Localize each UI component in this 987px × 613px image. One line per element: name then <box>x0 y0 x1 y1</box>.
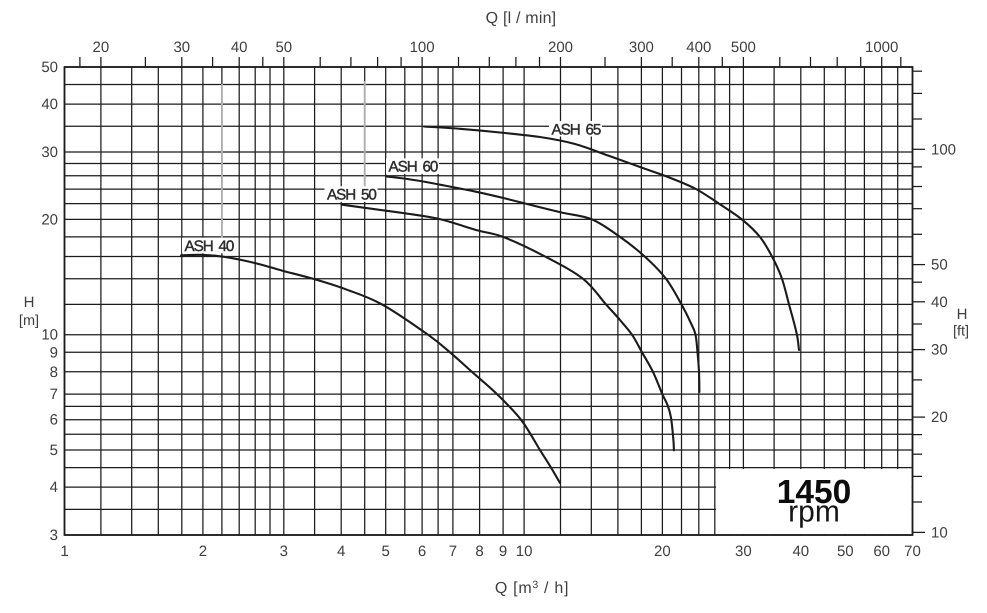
svg-text:9: 9 <box>50 344 58 361</box>
svg-text:10: 10 <box>931 524 948 541</box>
svg-text:20: 20 <box>93 39 110 56</box>
svg-text:40: 40 <box>231 39 248 56</box>
svg-text:400: 400 <box>686 39 711 56</box>
svg-text:10: 10 <box>516 543 533 560</box>
svg-text:H: H <box>24 294 35 311</box>
svg-text:Q [m3 / h]: Q [m3 / h] <box>495 579 569 597</box>
svg-text:1000: 1000 <box>865 39 898 56</box>
svg-text:30: 30 <box>735 543 752 560</box>
svg-text:20: 20 <box>654 543 671 560</box>
svg-text:4: 4 <box>337 543 345 560</box>
svg-text:6: 6 <box>418 543 426 560</box>
svg-text:3: 3 <box>280 543 288 560</box>
svg-text:100: 100 <box>931 141 956 158</box>
svg-text:200: 200 <box>548 39 573 56</box>
svg-text:4: 4 <box>50 479 58 496</box>
svg-text:Q [l / min]: Q [l / min] <box>486 10 557 27</box>
svg-text:[ft]: [ft] <box>953 324 969 340</box>
svg-text:30: 30 <box>41 144 58 161</box>
svg-text:100: 100 <box>410 39 435 56</box>
svg-text:5: 5 <box>382 543 390 560</box>
svg-text:H: H <box>957 306 968 323</box>
svg-text:10: 10 <box>41 327 58 344</box>
svg-text:rpm: rpm <box>788 496 840 529</box>
svg-text:60: 60 <box>873 543 890 560</box>
svg-text:1450: 1450 <box>777 474 852 511</box>
svg-text:6: 6 <box>50 412 58 429</box>
svg-text:500: 500 <box>731 39 756 56</box>
svg-text:50: 50 <box>837 543 854 560</box>
svg-text:30: 30 <box>173 39 190 56</box>
svg-text:8: 8 <box>50 364 58 381</box>
svg-text:1: 1 <box>60 543 68 560</box>
svg-text:50: 50 <box>41 59 58 76</box>
svg-text:ASH 50: ASH 50 <box>327 187 376 204</box>
svg-text:8: 8 <box>475 543 483 560</box>
svg-text:300: 300 <box>629 39 654 56</box>
svg-text:7: 7 <box>449 543 457 560</box>
svg-text:ASH 40: ASH 40 <box>185 238 234 255</box>
svg-text:50: 50 <box>931 257 948 274</box>
svg-text:50: 50 <box>275 39 292 56</box>
svg-text:2: 2 <box>199 543 207 560</box>
svg-text:7: 7 <box>50 386 58 403</box>
svg-text:[m]: [m] <box>19 313 39 329</box>
svg-text:9: 9 <box>499 543 507 560</box>
svg-text:30: 30 <box>931 342 948 359</box>
svg-text:ASH 65: ASH 65 <box>552 121 601 138</box>
svg-text:ASH 60: ASH 60 <box>389 159 438 176</box>
svg-text:70: 70 <box>904 543 921 560</box>
svg-text:20: 20 <box>41 211 58 228</box>
svg-text:3: 3 <box>50 527 58 544</box>
svg-text:40: 40 <box>41 96 58 113</box>
svg-text:5: 5 <box>50 442 58 459</box>
svg-text:40: 40 <box>931 294 948 311</box>
svg-text:40: 40 <box>792 543 809 560</box>
svg-text:20: 20 <box>931 409 948 426</box>
